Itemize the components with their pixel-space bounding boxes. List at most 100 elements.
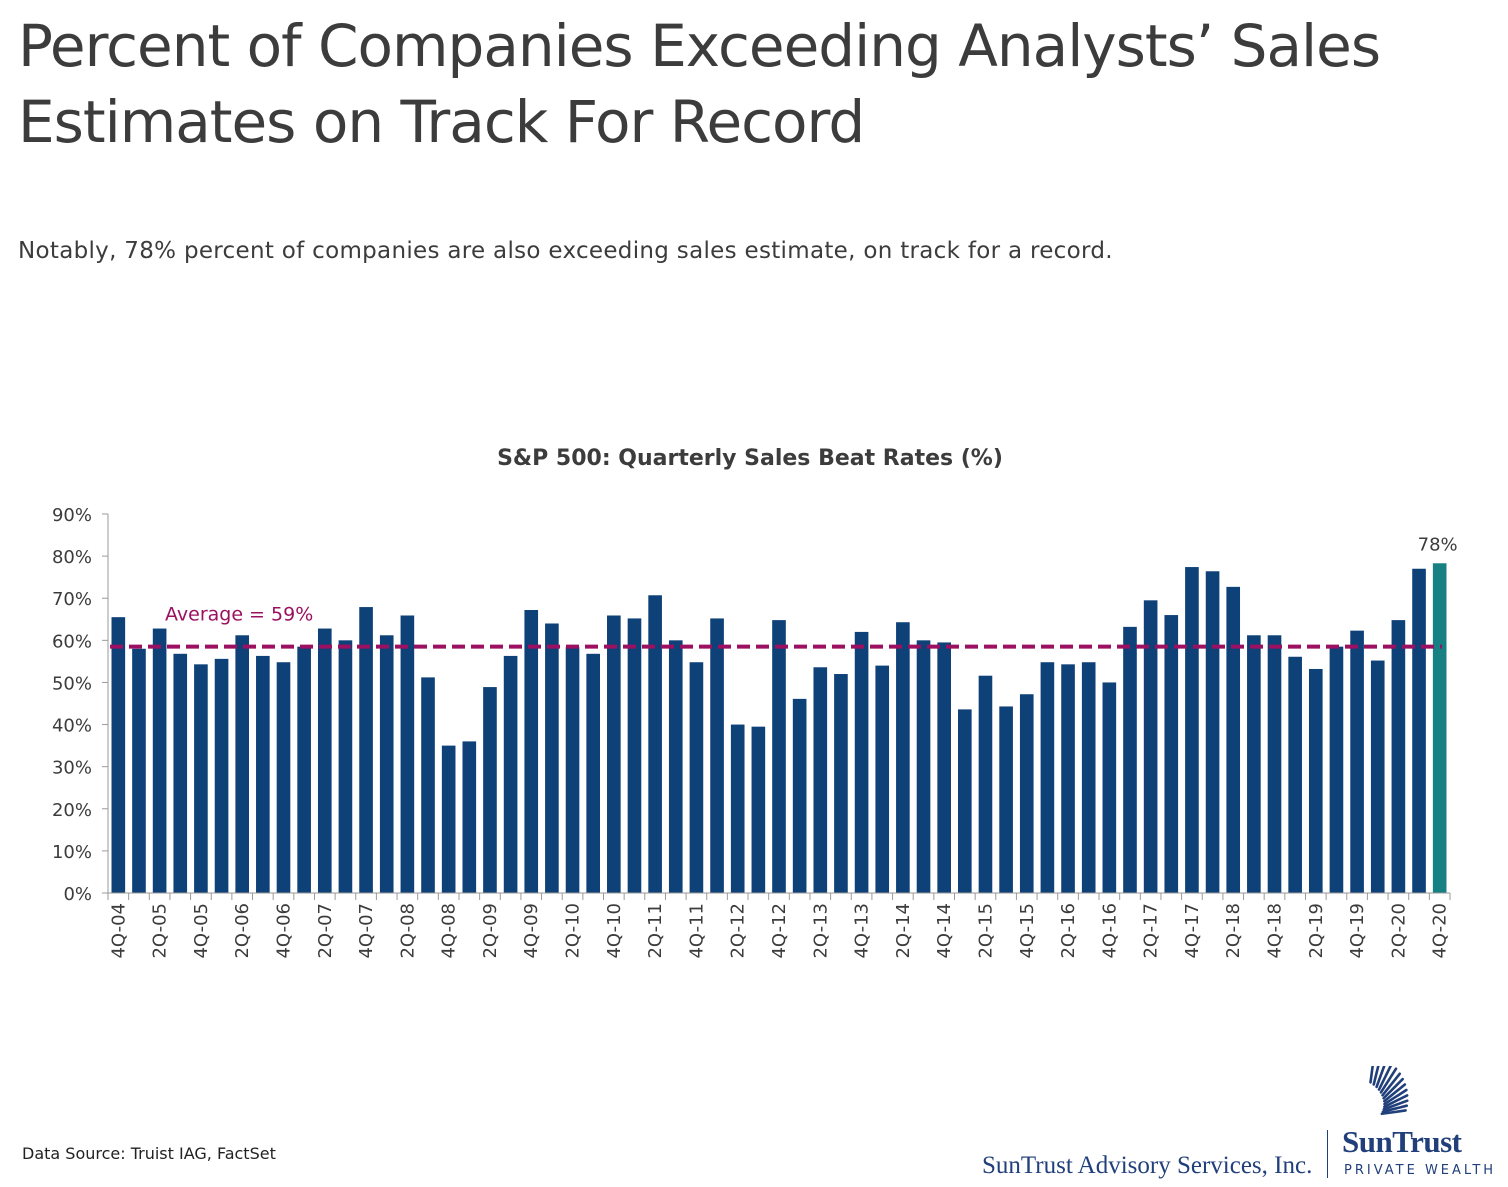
bar-2Q-16 (1061, 664, 1075, 893)
x-tick-label: 2Q-15 (975, 903, 996, 959)
bar-3Q-14 (916, 640, 931, 893)
x-tick-label: 2Q-08 (397, 903, 418, 959)
x-tick-label: 2Q-07 (315, 903, 336, 959)
x-tick-label: 2Q-19 (1306, 903, 1327, 959)
y-tick-label: 0% (63, 884, 92, 905)
x-tick-label: 4Q-17 (1182, 903, 1203, 959)
bar-3Q-13 (834, 674, 848, 893)
bar-4Q-18 (1267, 635, 1282, 893)
logo-ray (1372, 1066, 1380, 1086)
x-tick-label: 4Q-06 (273, 903, 294, 959)
y-tick-label: 10% (52, 842, 92, 863)
brand-name: SunTrust (1342, 1124, 1462, 1159)
bar-3Q-05 (173, 653, 188, 893)
bar-3Q-09 (503, 655, 518, 893)
logo-ray (1375, 1066, 1386, 1089)
data-source: Data Source: Truist IAG, FactSet (22, 1144, 276, 1163)
x-tick-label: 2Q-06 (232, 903, 253, 959)
bar-1Q-10 (545, 623, 559, 893)
logo-ray (1381, 1104, 1409, 1114)
page-subtitle: Notably, 78% percent of companies are al… (18, 238, 1113, 264)
bar-1Q-19 (1288, 656, 1302, 893)
bar-2Q-10 (565, 647, 580, 893)
x-tick-label: 4Q-10 (604, 903, 625, 959)
bar-4Q-10 (607, 615, 621, 893)
logo-ray (1381, 1072, 1401, 1097)
y-tick-label: 70% (52, 589, 92, 610)
x-tick-label: 4Q-19 (1347, 903, 1368, 959)
page-title: Percent of Companies Exceeding Analysts’… (18, 12, 1381, 156)
x-tick-label: 4Q-04 (108, 903, 129, 959)
bar-2Q-11 (648, 595, 662, 893)
x-tick-label: 2Q-13 (810, 903, 831, 959)
y-tick-label: 50% (52, 673, 92, 694)
bar-4Q-11 (689, 662, 704, 893)
bar-3Q-20 (1412, 568, 1426, 893)
bar-4Q-12 (772, 620, 786, 893)
x-tick-label: 2Q-17 (1141, 903, 1162, 959)
logo-ray (1382, 1083, 1407, 1103)
bar-1Q-16 (1040, 662, 1055, 893)
logo-ray (1383, 1094, 1409, 1109)
y-tick-label: 20% (52, 800, 92, 821)
bar-1Q-13 (792, 698, 807, 893)
bar-2Q-14 (896, 622, 910, 893)
bar-2Q-07 (317, 628, 332, 893)
bar-4Q-17 (1185, 567, 1199, 893)
bar-1Q-12 (710, 618, 724, 893)
bar-1Q-20 (1370, 660, 1385, 893)
x-tick-label: 2Q-11 (645, 903, 666, 959)
x-tick-label: 2Q-10 (563, 903, 584, 959)
bar-1Q-11 (627, 618, 642, 893)
bar-3Q-18 (1247, 635, 1261, 893)
bar-2Q-09 (483, 687, 497, 893)
bar-3Q-12 (751, 726, 766, 893)
logo-ray (1369, 1066, 1374, 1084)
x-tick-label: 4Q-16 (1099, 903, 1120, 959)
logo-ray (1380, 1109, 1407, 1116)
bar-1Q-18 (1205, 571, 1220, 893)
bar-1Q-14 (875, 665, 890, 893)
x-tick-label: 4Q-13 (852, 903, 873, 959)
bar-4Q-07 (359, 607, 373, 893)
bar-2Q-05 (152, 628, 167, 893)
average-label: Average = 59% (165, 604, 313, 626)
chart-title: S&P 500: Quarterly Sales Beat Rates (%) (497, 446, 1003, 471)
y-tick-label: 40% (52, 716, 92, 737)
bar-2Q-12 (730, 724, 745, 893)
x-tick-label: 2Q-20 (1388, 903, 1409, 959)
bar-2Q-08 (400, 615, 415, 893)
x-tick-label: 4Q-05 (191, 903, 212, 959)
x-tick-label: 4Q-20 (1430, 903, 1451, 959)
bar-3Q-08 (421, 677, 435, 893)
bar-4Q-09 (524, 610, 539, 893)
y-tick-label: 30% (52, 758, 92, 779)
bar-1Q-09 (462, 741, 477, 893)
brand-subtitle: PRIVATE WEALTH (1344, 1163, 1497, 1178)
x-tick-label: 4Q-18 (1265, 903, 1286, 959)
y-tick-label: 80% (52, 547, 92, 568)
bar-3Q-11 (668, 640, 683, 893)
y-tick-label: 60% (52, 631, 92, 652)
bar-chart: 0% 10% 20% 30% 40% 50% 60% 70% 80% 90% 4Q-04 2Q-05 4… (52, 505, 1458, 959)
logo-ray (1377, 1066, 1393, 1091)
x-tick-label: 4Q-14 (934, 903, 955, 959)
logo-ray (1382, 1077, 1404, 1100)
bar-3Q-16 (1081, 662, 1096, 893)
bar-4Q-06 (276, 662, 291, 893)
bar-3Q-06 (256, 655, 270, 893)
bar-2Q-06 (235, 635, 250, 893)
logo-ray (1383, 1088, 1408, 1106)
bar-4Q-05 (194, 664, 208, 893)
x-tick-label: 4Q-09 (521, 903, 542, 959)
y-tick-label: 90% (52, 505, 92, 526)
bar-3Q-15 (999, 706, 1013, 893)
x-tick-label: 2Q-12 (728, 903, 749, 959)
bar-3Q-17 (1164, 615, 1179, 893)
logo-divider (1327, 1130, 1328, 1178)
company-name: SunTrust Advisory Services, Inc. (982, 1152, 1313, 1179)
x-tick-label: 4Q-11 (686, 903, 707, 959)
bar-2Q-17 (1143, 600, 1158, 893)
x-tick-label: 2Q-05 (150, 903, 171, 959)
bar-1Q-05 (132, 648, 146, 893)
